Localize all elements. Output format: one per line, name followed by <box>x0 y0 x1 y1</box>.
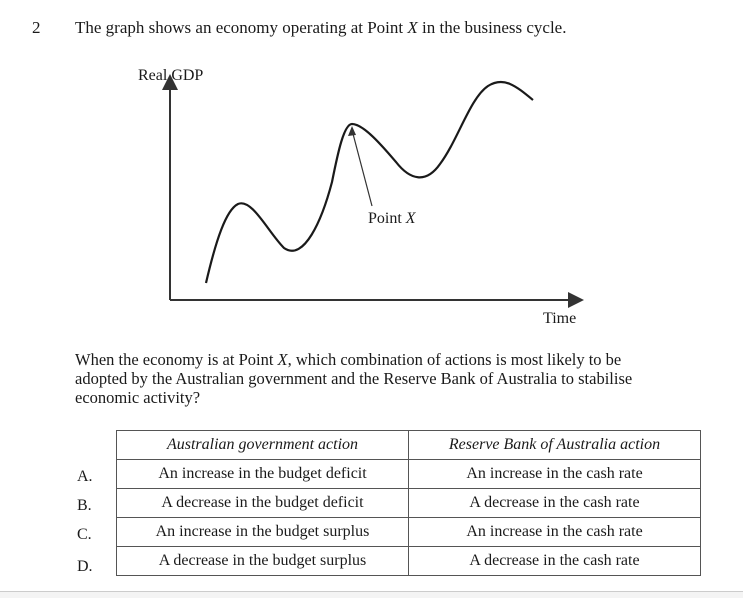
option-b-rba: A decrease in the cash rate <box>408 488 701 518</box>
option-letter-b[interactable]: B. <box>77 497 92 514</box>
option-letter-d[interactable]: D. <box>77 558 93 575</box>
stem-variable: X <box>407 18 418 37</box>
x-axis-label: Time <box>543 310 576 327</box>
option-letter-a[interactable]: A. <box>77 468 93 485</box>
scan-edge <box>0 591 743 598</box>
table-row[interactable]: A decrease in the budget deficit A decre… <box>116 488 701 518</box>
point-x-pointer <box>351 129 373 207</box>
prompt-line-1-end: , which combination of actions is most l… <box>287 350 622 369</box>
option-c-rba: An increase in the cash rate <box>408 517 701 547</box>
business-cycle-graph: Real GDP Time Point X <box>138 67 584 327</box>
option-a-rba: An increase in the cash rate <box>408 459 701 489</box>
prompt-line-2: adopted by the Australian government and… <box>75 369 633 388</box>
option-letter-c[interactable]: C. <box>77 526 92 543</box>
y-axis-label: Real GDP <box>138 67 203 84</box>
table-header-row: Australian government action Reserve Ban… <box>116 430 701 460</box>
business-cycle-curve <box>204 80 534 284</box>
table-row[interactable]: An increase in the budget surplus An inc… <box>116 517 701 547</box>
prompt-variable: X <box>277 350 288 369</box>
option-a-government: An increase in the budget deficit <box>116 459 409 489</box>
option-c-government: An increase in the budget surplus <box>116 517 409 547</box>
prompt-line-1-start: When the economy is at Point <box>75 350 278 369</box>
prompt-line-3: economic activity? <box>75 388 201 407</box>
options-table: Australian government action Reserve Ban… <box>116 430 701 576</box>
point-x-label-variable: X <box>405 210 417 227</box>
header-government-action: Australian government action <box>116 430 409 460</box>
question-prompt: When the economy is at Point X, which co… <box>75 350 705 407</box>
header-rba-action: Reserve Bank of Australia action <box>408 430 701 460</box>
question-stem: The graph shows an economy operating at … <box>75 18 566 38</box>
option-b-government: A decrease in the budget deficit <box>116 488 409 518</box>
stem-text-end: in the business cycle. <box>417 18 567 37</box>
table-row[interactable]: A decrease in the budget surplus A decre… <box>116 546 701 576</box>
option-d-rba: A decrease in the cash rate <box>408 546 701 576</box>
option-d-government: A decrease in the budget surplus <box>116 546 409 576</box>
stem-text-start: The graph shows an economy operating at … <box>75 18 408 37</box>
question-number: 2 <box>32 18 41 37</box>
point-x-arrowhead <box>348 126 356 136</box>
prompt-line-1: When the economy is at Point X, which co… <box>75 350 705 369</box>
point-x-label: Point X <box>368 210 417 227</box>
table-row[interactable]: An increase in the budget deficit An inc… <box>116 459 701 489</box>
point-x-label-text: Point <box>368 210 406 227</box>
